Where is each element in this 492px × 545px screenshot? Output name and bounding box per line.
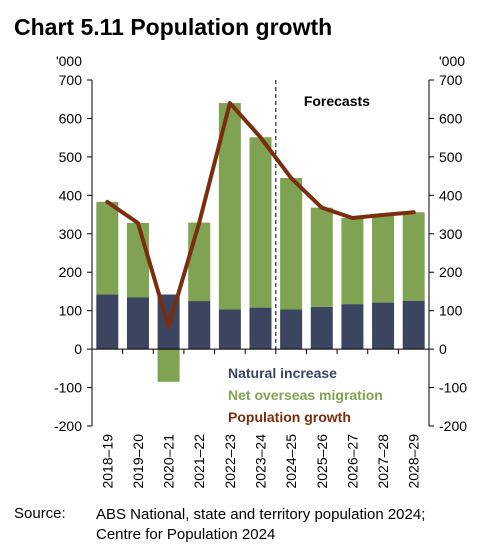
bar-net-overseas-migration <box>341 218 364 305</box>
legend-natural-increase: Natural increase <box>228 365 337 381</box>
chart-title: Chart 5.11 Population growth <box>14 14 333 40</box>
bar-net-overseas-migration <box>310 207 333 307</box>
bar-net-overseas-migration <box>372 214 395 303</box>
y-tick-label-left: 400 <box>59 187 83 203</box>
bar-net-overseas-migration <box>96 201 119 295</box>
bar-natural-increase <box>126 297 149 350</box>
y-tick-label-right: 200 <box>439 264 463 280</box>
y-tick-label-right: 300 <box>439 226 463 242</box>
x-tick-label: 2025–26 <box>314 434 330 489</box>
x-tick-label: 2020–21 <box>161 434 177 489</box>
y-tick-label-right: 600 <box>439 110 463 126</box>
source-line-1: ABS National, state and territory popula… <box>96 506 426 523</box>
y-tick-label-right: 100 <box>439 303 463 319</box>
y-tick-label-left: 0 <box>74 341 82 357</box>
x-tick-label: 2022–23 <box>222 434 238 489</box>
bar-net-overseas-migration <box>402 212 425 301</box>
bar-net-overseas-migration <box>249 137 272 308</box>
bar-natural-increase <box>218 309 241 350</box>
source-line-2: Centre for Population 2024 <box>96 526 276 543</box>
y-tick-label-left: 200 <box>59 264 83 280</box>
bar-net-overseas-migration <box>280 178 303 310</box>
source-text: ABS National, state and territory popula… <box>96 505 486 545</box>
bar-natural-increase <box>372 302 395 350</box>
y-tick-label-right: -100 <box>439 380 467 396</box>
bar-net-overseas-migration <box>218 103 241 310</box>
x-tick-label: 2028–29 <box>406 434 422 489</box>
legend-population-growth: Population growth <box>228 409 351 425</box>
y-tick-label-left: 600 <box>59 110 83 126</box>
y-tick-label-left: 300 <box>59 226 83 242</box>
source-label: Source: <box>14 505 66 522</box>
y-tick-label-left: 700 <box>59 72 83 88</box>
population-growth-chart: -200 -200 -100 -100 0 0 100 100 200 200 300 300 400 4… <box>54 53 467 489</box>
y-tick-label-left: -200 <box>54 418 82 434</box>
bar-net-overseas-migration <box>188 222 211 302</box>
x-tick-label: 2023–24 <box>253 434 269 489</box>
y-tick-label-right: 400 <box>439 187 463 203</box>
x-tick-label: 2021–22 <box>191 434 207 489</box>
y-tick-label-left: 100 <box>59 303 83 319</box>
y-tick-label-right: 0 <box>439 341 447 357</box>
bar-natural-increase <box>402 300 425 350</box>
x-tick-label: 2019–20 <box>130 434 146 489</box>
bar-net-overseas-migration <box>126 223 149 298</box>
x-tick-label: 2026–27 <box>344 434 360 489</box>
x-tick-label: 2024–25 <box>283 434 299 489</box>
forecast-label: Forecasts <box>304 93 370 109</box>
bar-net-overseas-migration <box>157 349 180 382</box>
y-tick-label-right: -200 <box>439 418 467 434</box>
y-tick-label-right: 700 <box>439 72 463 88</box>
y-tick-label-left: 500 <box>59 149 83 165</box>
bar-natural-increase <box>341 304 364 350</box>
population-growth-line <box>105 101 416 329</box>
bar-natural-increase <box>188 301 211 350</box>
legend-net-overseas-migration: Net overseas migration <box>228 387 383 403</box>
y-tick-label-left: -100 <box>54 380 82 396</box>
y-tick-label-right: 500 <box>439 149 463 165</box>
x-tick-label: 2018–19 <box>99 434 115 489</box>
bar-natural-increase <box>96 294 119 350</box>
bar-natural-increase <box>310 306 333 350</box>
y-unit-right: '000 <box>439 53 465 69</box>
x-tick-label: 2027–28 <box>375 434 391 489</box>
y-unit-left: '000 <box>56 53 82 69</box>
bar-natural-increase <box>249 307 272 350</box>
bar-natural-increase <box>280 309 303 350</box>
